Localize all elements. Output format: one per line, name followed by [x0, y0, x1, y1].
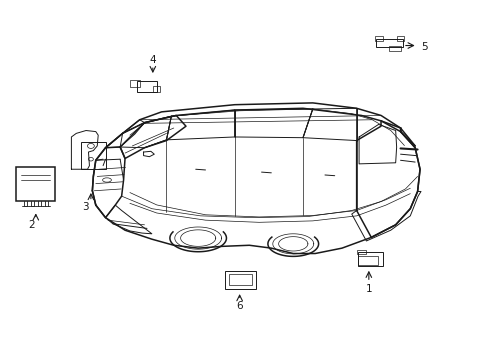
Bar	[388, 46, 400, 50]
Bar	[396, 36, 404, 41]
Bar	[153, 86, 160, 92]
Text: 6: 6	[236, 301, 243, 311]
Text: 3: 3	[81, 202, 88, 212]
Bar	[376, 39, 403, 47]
Bar	[228, 274, 252, 285]
Bar	[137, 81, 157, 93]
Bar	[16, 167, 55, 201]
Bar	[224, 271, 256, 289]
Bar	[356, 250, 365, 253]
Text: 5: 5	[421, 42, 427, 52]
Bar	[357, 252, 382, 266]
Bar	[357, 256, 377, 265]
Text: 1: 1	[365, 284, 371, 294]
Text: 4: 4	[149, 55, 156, 65]
Bar	[375, 36, 382, 41]
Text: 2: 2	[28, 220, 35, 230]
Bar	[81, 142, 105, 169]
Bar	[130, 80, 140, 87]
